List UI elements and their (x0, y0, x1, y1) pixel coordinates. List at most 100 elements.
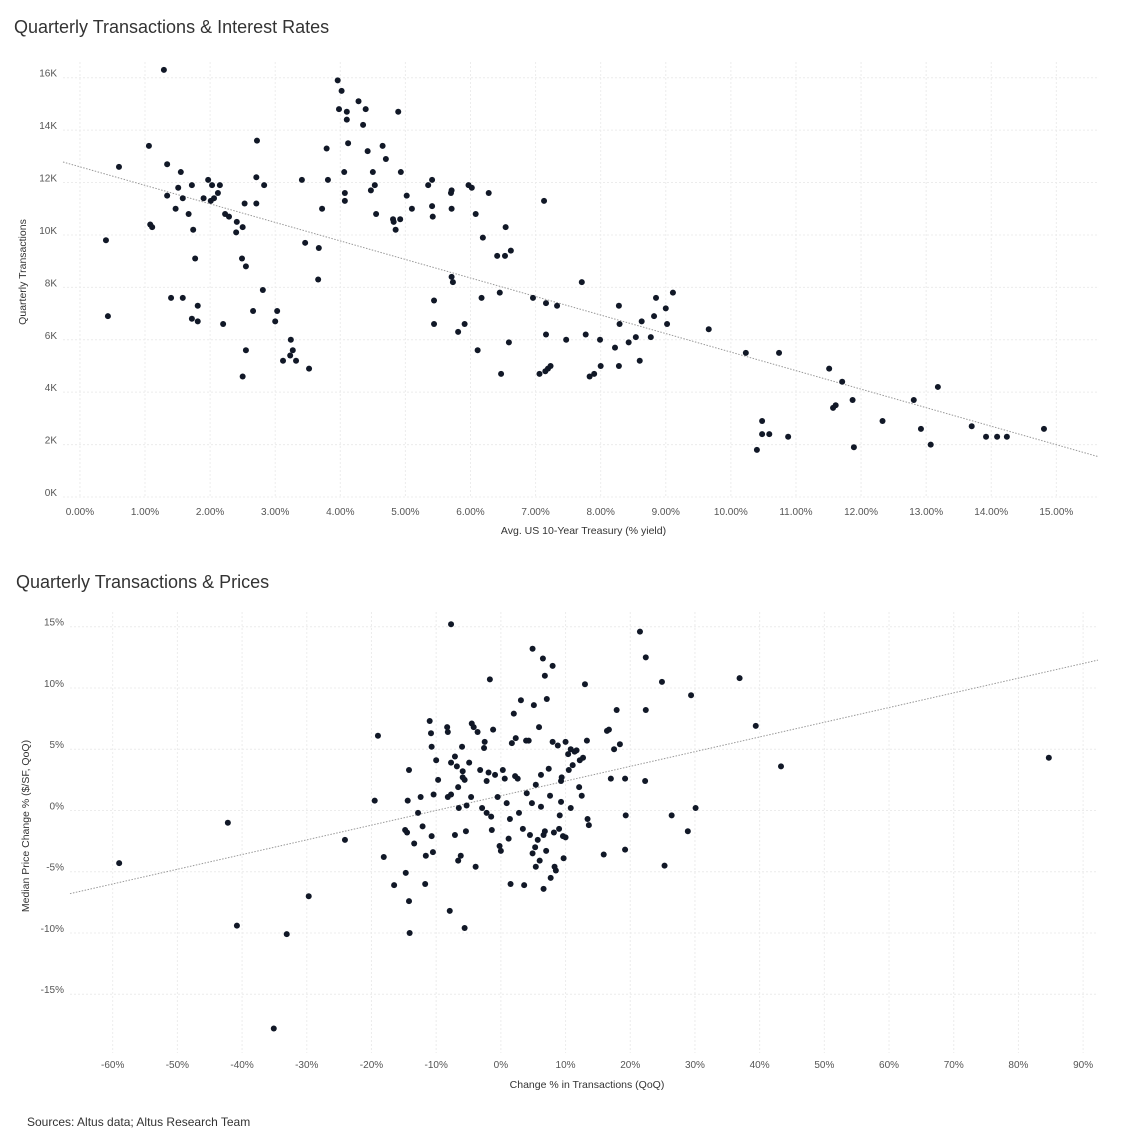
data-point (541, 828, 548, 835)
data-point (341, 836, 348, 843)
data-point (250, 307, 257, 314)
data-point (319, 205, 326, 212)
x-tick-label: 13.00% (909, 507, 943, 518)
data-point (486, 676, 493, 683)
data-point (179, 195, 186, 202)
data-point (585, 822, 592, 829)
data-point (444, 724, 451, 731)
data-point (408, 205, 415, 212)
data-point (455, 328, 462, 335)
data-point (402, 869, 409, 876)
data-point (554, 302, 561, 309)
data-point (558, 774, 565, 781)
data-point (431, 321, 438, 328)
data-point (415, 809, 422, 816)
data-point (115, 163, 122, 170)
data-point (429, 213, 436, 220)
data-point (488, 827, 495, 834)
data-point (395, 108, 402, 115)
data-point (355, 98, 362, 105)
x-tick-label: 5.00% (391, 507, 419, 518)
data-point (536, 857, 543, 864)
data-point (287, 352, 294, 359)
data-point (448, 759, 455, 766)
data-point (345, 140, 352, 147)
x-tick-label: 4.00% (326, 507, 354, 518)
data-point (302, 239, 309, 246)
data-point (532, 844, 539, 851)
data-point (552, 867, 559, 874)
data-point (390, 218, 397, 225)
data-point (526, 831, 533, 838)
data-point (200, 195, 207, 202)
data-point (536, 370, 543, 377)
data-point (485, 190, 492, 197)
data-point (466, 759, 473, 766)
data-point (563, 336, 570, 343)
data-point (525, 737, 532, 744)
data-point (397, 169, 404, 176)
data-point (382, 155, 389, 162)
data-point (261, 182, 268, 189)
data-point (968, 423, 975, 430)
data-point (446, 907, 453, 914)
data-point (451, 831, 458, 838)
data-point (490, 726, 497, 733)
y-tick-label: 0K (45, 488, 58, 499)
data-point (160, 66, 167, 73)
x-tick-label: 0.00% (66, 507, 94, 518)
data-point (391, 882, 398, 889)
data-point (468, 184, 475, 191)
data-point (688, 692, 695, 699)
x-tick-label: 10% (556, 1060, 576, 1071)
data-point (532, 781, 539, 788)
data-point (934, 383, 941, 390)
data-point (647, 334, 654, 341)
data-point (241, 200, 248, 207)
data-point (479, 234, 486, 241)
data-point (461, 321, 468, 328)
data-point (192, 255, 199, 262)
x-tick-label: 20% (620, 1060, 640, 1071)
data-point (478, 294, 485, 301)
data-point (461, 776, 468, 783)
data-point (116, 860, 123, 867)
data-point (512, 735, 519, 742)
data-point (411, 840, 418, 847)
data-point (104, 313, 111, 320)
data-point (832, 402, 839, 409)
data-point (622, 846, 629, 853)
data-point (380, 854, 387, 860)
data-point (532, 863, 539, 870)
data-point (164, 161, 171, 168)
data-point (910, 397, 917, 404)
y-tick-label: -5% (46, 863, 64, 874)
data-point (753, 446, 760, 453)
data-point (477, 767, 484, 774)
data-point (429, 203, 436, 210)
data-point (583, 737, 590, 744)
data-point (684, 828, 691, 835)
data-point (404, 797, 411, 804)
y-tick-label: 15% (44, 618, 64, 629)
data-point (507, 880, 514, 887)
data-point (605, 726, 612, 733)
data-point (653, 294, 660, 301)
data-point (417, 793, 424, 800)
data-point (785, 433, 792, 440)
data-point (211, 195, 218, 202)
data-point (826, 365, 833, 372)
data-point (488, 813, 495, 820)
data-point (428, 833, 435, 840)
data-point (406, 898, 413, 905)
data-point (483, 778, 490, 785)
data-point (573, 747, 580, 754)
data-point (397, 216, 404, 223)
data-point (539, 655, 546, 662)
data-point (879, 418, 886, 425)
x-tick-label: -40% (230, 1060, 253, 1071)
data-point (461, 925, 468, 932)
data-point (501, 775, 508, 782)
x-axis-label: Avg. US 10-Year Treasury (% yield) (501, 525, 666, 537)
